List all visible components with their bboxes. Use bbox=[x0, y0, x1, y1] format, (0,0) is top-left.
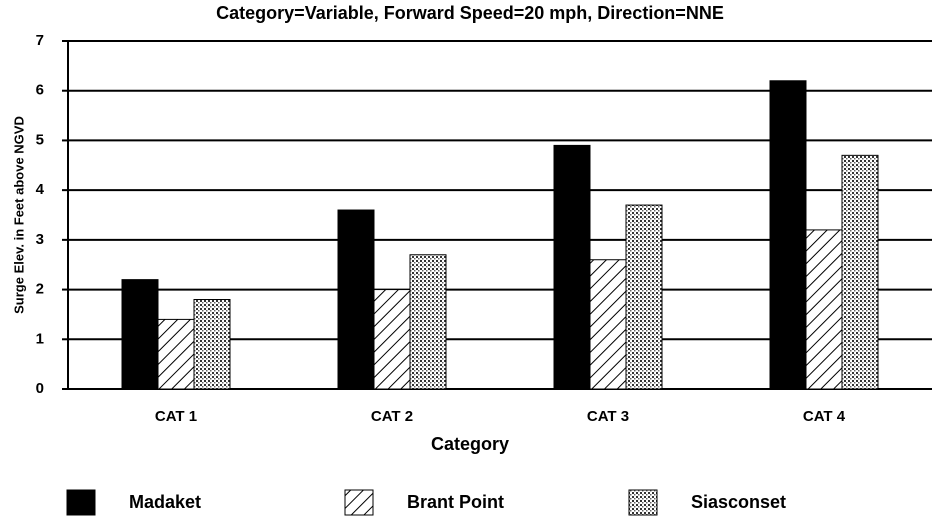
y-axis-label: Surge Elev. in Feet above NGVD bbox=[11, 116, 26, 314]
legend-label: Brant Point bbox=[407, 492, 504, 512]
y-tick-label: 5 bbox=[36, 131, 44, 148]
bar bbox=[193, 299, 231, 390]
bar bbox=[337, 209, 375, 390]
legend-swatch bbox=[628, 489, 658, 516]
y-tick-label: 4 bbox=[36, 181, 45, 198]
bar bbox=[769, 80, 807, 390]
bar bbox=[157, 318, 195, 390]
x-tick-label: CAT 2 bbox=[371, 408, 413, 425]
bar bbox=[805, 229, 843, 390]
y-tick-label: 0 bbox=[36, 380, 44, 397]
x-axis-label: Category bbox=[431, 434, 509, 454]
y-tick-label: 3 bbox=[36, 231, 44, 248]
bar bbox=[841, 154, 879, 390]
legend-label: Madaket bbox=[129, 492, 201, 512]
bar bbox=[625, 204, 663, 390]
bar bbox=[121, 279, 159, 390]
y-tick-label: 7 bbox=[36, 32, 44, 49]
x-tick-label: CAT 1 bbox=[155, 408, 197, 425]
bar bbox=[373, 289, 411, 390]
y-tick-label: 2 bbox=[36, 281, 44, 298]
x-tick-label: CAT 3 bbox=[587, 408, 629, 425]
x-tick-label: CAT 4 bbox=[803, 408, 846, 425]
legend-swatch bbox=[66, 489, 96, 516]
legend-swatch bbox=[344, 489, 374, 516]
bar bbox=[409, 254, 447, 390]
legend-label: Siasconset bbox=[691, 492, 786, 512]
y-tick-label: 1 bbox=[36, 330, 44, 347]
chart-title: Category=Variable, Forward Speed=20 mph,… bbox=[216, 3, 724, 23]
y-tick-label: 6 bbox=[36, 82, 44, 99]
bar bbox=[553, 144, 591, 390]
bar bbox=[589, 259, 627, 390]
